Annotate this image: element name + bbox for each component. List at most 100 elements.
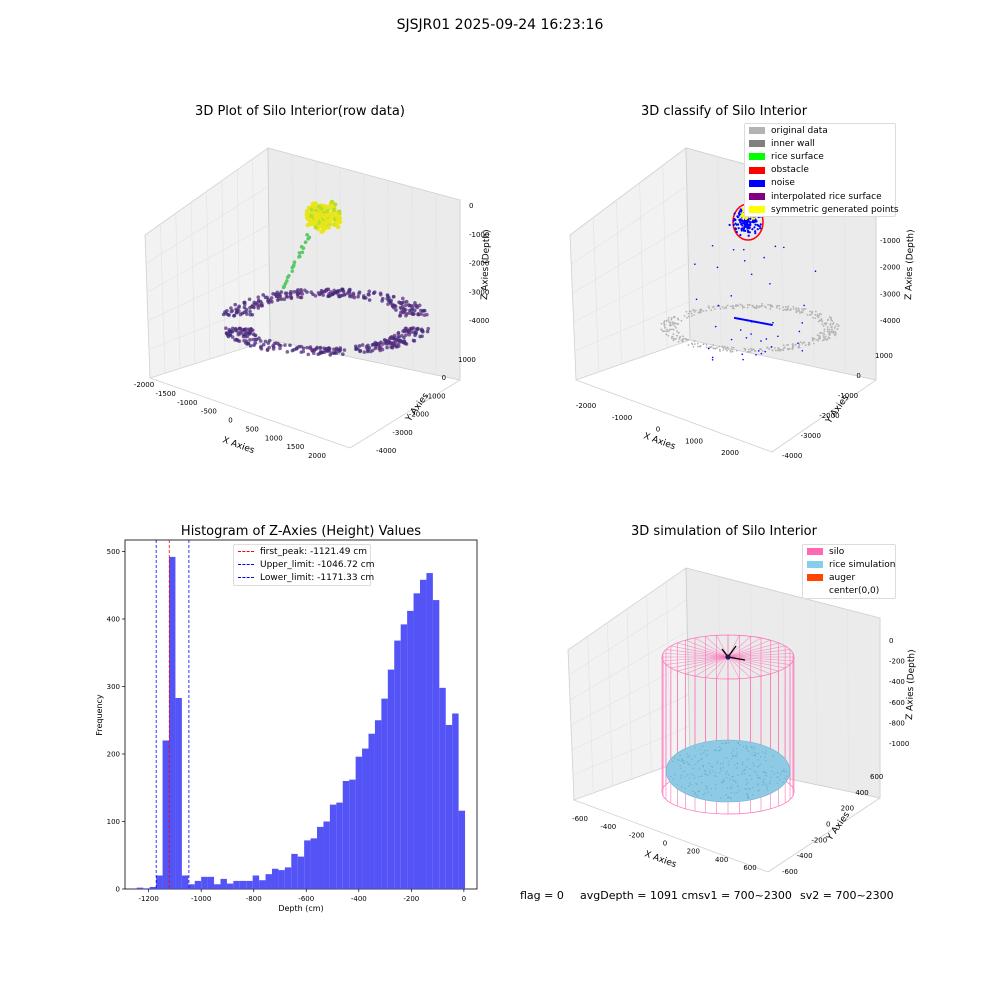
rice-point: [720, 797, 722, 799]
legend-item: symmetric generated points: [745, 203, 899, 216]
point: [672, 328, 675, 331]
x-tick: 2000: [308, 452, 326, 460]
rice-point: [702, 752, 705, 754]
silo-spoke: [727, 652, 794, 658]
point: [818, 314, 821, 317]
point: [752, 221, 755, 224]
point: [313, 225, 318, 230]
point: [374, 342, 378, 346]
gridline: [639, 182, 645, 357]
point: [666, 328, 668, 331]
point: [694, 309, 697, 312]
point: [719, 307, 722, 310]
point: [303, 288, 307, 293]
rice-point: [704, 792, 706, 795]
histogram-bars: [136, 556, 466, 889]
point: [801, 322, 804, 324]
point: [817, 337, 820, 340]
point: [816, 315, 819, 318]
point: [796, 310, 798, 313]
legend-label: Lower_limit: -1171.33 cm: [260, 572, 375, 583]
point: [329, 199, 335, 205]
point: [732, 223, 735, 227]
point: [421, 329, 425, 334]
point: [824, 335, 827, 338]
point: [340, 287, 345, 292]
simulation-xlabel: X Axies: [643, 849, 678, 870]
gridline: [252, 158, 256, 345]
point: [700, 308, 703, 311]
legend-line-swatch: [238, 551, 254, 553]
point: [742, 227, 746, 230]
point: [662, 330, 665, 333]
rice-point: [698, 776, 700, 778]
point: [759, 227, 762, 230]
classify-ytick-labels: 1000 0 -1000 -2000 -3000 -4000: [782, 352, 893, 460]
point: [801, 311, 803, 314]
gridline: [573, 262, 689, 323]
point: [741, 305, 744, 307]
point: [692, 309, 695, 312]
rice-point: [679, 755, 681, 757]
point: [801, 349, 804, 352]
point: [297, 344, 301, 349]
point: [751, 228, 754, 231]
point: [761, 302, 763, 305]
point: [823, 328, 826, 331]
point: [276, 298, 280, 302]
point: [787, 343, 790, 346]
point: [297, 251, 302, 255]
x-tick: -400: [600, 823, 616, 831]
silo-spoke: [694, 656, 729, 677]
rice-point: [771, 770, 773, 773]
point: [831, 328, 833, 331]
point: [743, 347, 746, 350]
point: [331, 347, 336, 352]
point: [327, 292, 331, 296]
point: [672, 323, 674, 326]
point: [828, 316, 831, 318]
point: [358, 349, 363, 353]
point: [798, 346, 801, 349]
gridline: [574, 301, 690, 352]
rice-point: [751, 778, 753, 781]
point: [739, 303, 742, 306]
x-tick: 0: [656, 426, 660, 434]
y-tick: 0: [442, 374, 446, 382]
point: [402, 300, 406, 304]
point: [744, 349, 747, 351]
y-tick: 0: [826, 821, 830, 829]
point: [380, 299, 384, 303]
z-tick: 0: [469, 202, 473, 210]
point: [760, 340, 762, 342]
point: [778, 304, 781, 307]
point: [252, 305, 256, 310]
rice-point: [769, 780, 772, 783]
rice-point: [683, 770, 685, 773]
rice-point: [715, 784, 717, 786]
point: [721, 346, 724, 348]
rice-surface: [665, 739, 791, 803]
rice-point: [734, 780, 736, 782]
rice-point: [725, 773, 727, 775]
rice-point: [753, 765, 755, 767]
point: [663, 320, 666, 322]
rice-point: [757, 783, 759, 785]
point: [788, 347, 791, 350]
point: [385, 296, 390, 301]
point: [665, 320, 668, 322]
gridline: [363, 173, 366, 361]
z-tick: -2000: [469, 260, 489, 268]
point: [682, 335, 685, 338]
point: [284, 294, 289, 299]
point: [414, 331, 418, 336]
point: [226, 312, 231, 317]
point: [695, 298, 698, 301]
point: [256, 298, 261, 303]
point: [397, 335, 402, 339]
point: [680, 319, 683, 322]
point: [765, 306, 768, 309]
histogram-bar: [278, 870, 285, 889]
point: [741, 224, 744, 227]
point: [681, 340, 684, 343]
